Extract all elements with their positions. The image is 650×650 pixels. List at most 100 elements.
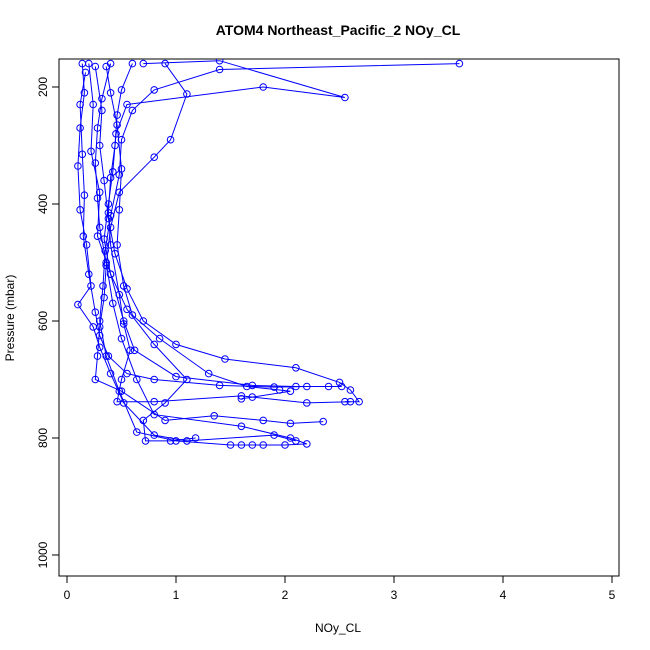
data-point xyxy=(237,392,246,400)
data-point xyxy=(130,346,139,355)
data-point xyxy=(119,320,128,328)
data-point xyxy=(259,83,268,91)
data-point xyxy=(113,111,121,119)
y-axis: 200 400 600 800 1000 xyxy=(36,77,60,568)
x-tick-label: 5 xyxy=(609,588,616,602)
data-point xyxy=(76,206,84,214)
data-point xyxy=(150,397,158,406)
data-point xyxy=(303,382,311,391)
y-tick-label: 200 xyxy=(36,77,50,97)
data-point xyxy=(112,130,120,138)
data-point xyxy=(74,162,82,170)
data-point xyxy=(303,399,311,407)
data-point xyxy=(275,386,284,394)
x-tick-label: 3 xyxy=(391,588,398,602)
data-point xyxy=(237,441,246,449)
series-9 xyxy=(91,59,311,449)
data-point xyxy=(319,417,328,426)
data-point xyxy=(106,59,115,68)
x-tick-label: 4 xyxy=(500,588,507,602)
data-point xyxy=(123,305,131,314)
data-point xyxy=(281,441,289,449)
data-point xyxy=(346,397,355,406)
data-point xyxy=(104,352,113,360)
x-tick-label: 1 xyxy=(173,588,180,602)
data-point xyxy=(91,308,100,317)
data-point xyxy=(183,375,191,384)
data-point xyxy=(99,282,107,290)
series-5 xyxy=(104,59,355,407)
data-point xyxy=(106,270,115,279)
data-point xyxy=(87,147,95,156)
x-tick-label: 0 xyxy=(64,588,71,602)
data-point xyxy=(128,59,137,68)
series-10 xyxy=(74,59,300,445)
data-point xyxy=(95,223,104,232)
data-point xyxy=(119,399,128,407)
data-point xyxy=(91,159,100,167)
data-point xyxy=(161,399,169,407)
data-point xyxy=(141,437,150,445)
data-point xyxy=(91,375,100,384)
series-line xyxy=(94,63,324,424)
data-point xyxy=(104,200,113,208)
data-point xyxy=(115,290,124,299)
data-point xyxy=(100,235,108,243)
data-point xyxy=(166,135,175,144)
series-2 xyxy=(76,68,311,391)
y-tick-label: 600 xyxy=(36,311,50,331)
data-point xyxy=(237,422,246,431)
data-point xyxy=(226,441,235,449)
data-point xyxy=(98,94,106,103)
series-line xyxy=(79,72,307,388)
data-point xyxy=(204,369,213,378)
y-tick-label: 400 xyxy=(36,194,50,214)
data-point xyxy=(139,59,148,68)
series-layer xyxy=(74,59,464,449)
data-point xyxy=(93,194,102,202)
series-7 xyxy=(95,59,464,449)
data-point xyxy=(183,437,191,445)
data-point xyxy=(87,282,95,290)
data-point xyxy=(286,387,295,396)
data-point xyxy=(355,397,363,406)
data-point xyxy=(286,419,295,428)
data-point xyxy=(172,372,180,381)
data-point xyxy=(172,340,180,349)
data-point xyxy=(98,106,106,115)
data-point xyxy=(215,381,224,390)
data-point xyxy=(100,293,108,302)
data-point xyxy=(243,382,251,391)
series-line xyxy=(99,63,460,446)
data-point xyxy=(91,62,100,71)
data-point xyxy=(79,232,88,240)
data-point xyxy=(324,382,333,391)
data-point xyxy=(89,323,97,331)
data-point xyxy=(74,300,82,309)
data-point xyxy=(150,431,158,439)
data-point xyxy=(76,124,84,132)
data-point xyxy=(133,428,141,436)
series-line xyxy=(94,63,307,446)
data-point xyxy=(155,334,164,343)
data-point xyxy=(117,86,126,94)
series-line xyxy=(77,63,297,442)
data-point xyxy=(341,93,349,102)
data-point xyxy=(248,441,257,449)
data-point xyxy=(109,168,117,176)
data-point xyxy=(78,59,87,68)
data-point xyxy=(161,59,169,68)
data-point xyxy=(81,68,90,77)
data-point xyxy=(346,386,355,394)
data-point xyxy=(100,176,108,185)
data-point xyxy=(215,59,224,65)
y-tick-label: 1000 xyxy=(36,541,50,568)
data-point xyxy=(102,258,110,267)
data-point xyxy=(150,375,158,384)
data-point xyxy=(106,369,115,378)
data-point xyxy=(123,100,131,109)
series-line xyxy=(94,66,361,403)
series-6 xyxy=(91,59,328,428)
data-point xyxy=(106,223,115,232)
y-tick-label: 800 xyxy=(36,428,50,448)
